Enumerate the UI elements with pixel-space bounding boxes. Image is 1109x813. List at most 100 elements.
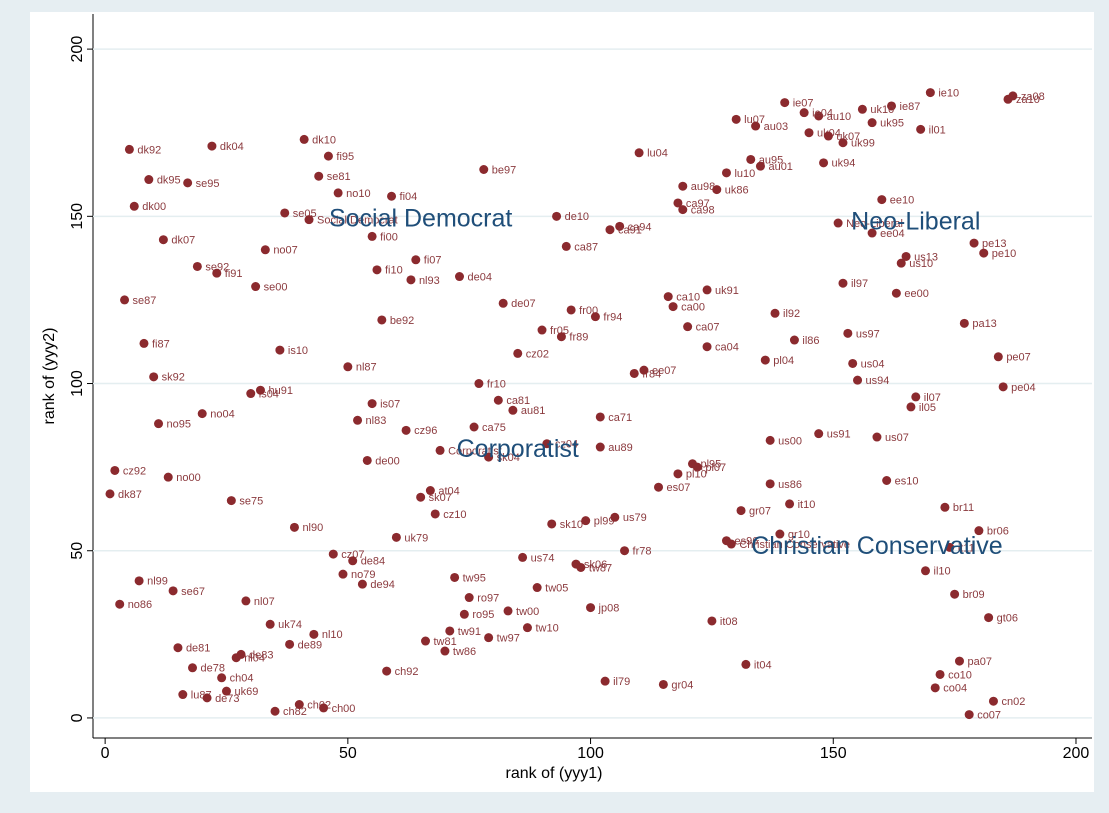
point-label: ie10 bbox=[938, 87, 959, 99]
point bbox=[940, 502, 950, 512]
point bbox=[110, 465, 120, 475]
point bbox=[435, 445, 445, 455]
point bbox=[416, 492, 426, 502]
point-label: fr89 bbox=[569, 332, 588, 344]
point-label: uk79 bbox=[404, 532, 428, 544]
point bbox=[129, 201, 139, 211]
point bbox=[673, 469, 683, 479]
point bbox=[139, 338, 149, 348]
point bbox=[712, 185, 722, 195]
point-label: de00 bbox=[375, 455, 399, 467]
point bbox=[702, 342, 712, 352]
point bbox=[853, 375, 863, 385]
point bbox=[785, 499, 795, 509]
point bbox=[891, 288, 901, 298]
point-label: fi10 bbox=[385, 265, 403, 277]
annotation: Neo-Liberal bbox=[851, 208, 980, 236]
point-label: es07 bbox=[667, 482, 691, 494]
point bbox=[887, 101, 897, 111]
point-label: ca98 bbox=[691, 205, 715, 217]
point-label: cz07 bbox=[341, 549, 364, 561]
point-label: il97 bbox=[851, 278, 868, 290]
point-label: de89 bbox=[298, 639, 322, 651]
point-label: uk69 bbox=[234, 686, 258, 698]
point bbox=[780, 98, 790, 108]
point bbox=[464, 593, 474, 603]
point bbox=[221, 686, 231, 696]
point bbox=[343, 362, 353, 372]
point-label: be92 bbox=[390, 315, 414, 327]
point-label: tw86 bbox=[453, 646, 476, 658]
point-label: se87 bbox=[133, 295, 157, 307]
point bbox=[333, 188, 343, 198]
point-label: es96 bbox=[734, 536, 758, 548]
point bbox=[590, 312, 600, 322]
point-label: no95 bbox=[167, 419, 191, 431]
point bbox=[144, 175, 154, 185]
point bbox=[236, 649, 246, 659]
point bbox=[639, 365, 649, 375]
point-label: ca71 bbox=[608, 412, 632, 424]
point-label: us04 bbox=[861, 358, 885, 370]
point-label: il79 bbox=[613, 676, 630, 688]
point-label: ee07 bbox=[652, 365, 676, 377]
point-label: no04 bbox=[210, 409, 234, 421]
point bbox=[120, 295, 130, 305]
point-label: de83 bbox=[249, 649, 273, 661]
point-label: no79 bbox=[351, 569, 375, 581]
point-label: ie87 bbox=[900, 101, 921, 113]
y-tick-label: 0 bbox=[69, 713, 86, 722]
point-label: ch04 bbox=[230, 673, 254, 685]
point-label: us07 bbox=[885, 432, 909, 444]
point bbox=[469, 422, 479, 432]
point bbox=[979, 248, 989, 258]
point bbox=[154, 419, 164, 429]
point-label: es10 bbox=[895, 475, 919, 487]
point-label: uk95 bbox=[880, 118, 904, 130]
point bbox=[474, 379, 484, 389]
point bbox=[289, 522, 299, 532]
point-label: de94 bbox=[370, 579, 394, 591]
point bbox=[493, 395, 503, 405]
point-label: se81 bbox=[327, 171, 351, 183]
point bbox=[387, 191, 397, 201]
point-label: fi00 bbox=[380, 231, 398, 243]
point-label: it10 bbox=[798, 499, 816, 511]
point-label: lu10 bbox=[734, 168, 755, 180]
point bbox=[692, 462, 702, 472]
point-label: is07 bbox=[380, 398, 400, 410]
point-label: au98 bbox=[691, 181, 715, 193]
point-label: no86 bbox=[128, 599, 152, 611]
point bbox=[391, 532, 401, 542]
point bbox=[518, 552, 528, 562]
annotation: Christian Conservative bbox=[751, 532, 1003, 560]
point-label: nl07 bbox=[254, 596, 275, 608]
point-label: cz10 bbox=[443, 509, 466, 521]
point bbox=[867, 228, 877, 238]
point bbox=[275, 345, 285, 355]
point-label: il10 bbox=[934, 566, 951, 578]
point bbox=[304, 215, 314, 225]
point bbox=[124, 144, 134, 154]
point-label: lu04 bbox=[647, 148, 668, 160]
point bbox=[668, 302, 678, 312]
point bbox=[848, 358, 858, 368]
point-label: cz02 bbox=[526, 348, 549, 360]
point-label: us94 bbox=[866, 375, 890, 387]
point bbox=[921, 566, 930, 576]
point bbox=[950, 589, 960, 599]
point bbox=[658, 679, 668, 689]
point bbox=[959, 318, 969, 328]
point bbox=[576, 562, 586, 572]
point-label: us97 bbox=[856, 328, 880, 340]
point bbox=[445, 626, 455, 636]
point bbox=[299, 134, 309, 144]
point-label: co04 bbox=[943, 683, 967, 695]
point bbox=[246, 389, 256, 399]
point-label: sk10 bbox=[560, 519, 583, 531]
point-label: pe10 bbox=[992, 248, 1016, 260]
point-label: se95 bbox=[196, 178, 220, 190]
point-label: pe04 bbox=[1011, 382, 1035, 394]
point bbox=[348, 556, 358, 566]
point bbox=[984, 613, 994, 623]
